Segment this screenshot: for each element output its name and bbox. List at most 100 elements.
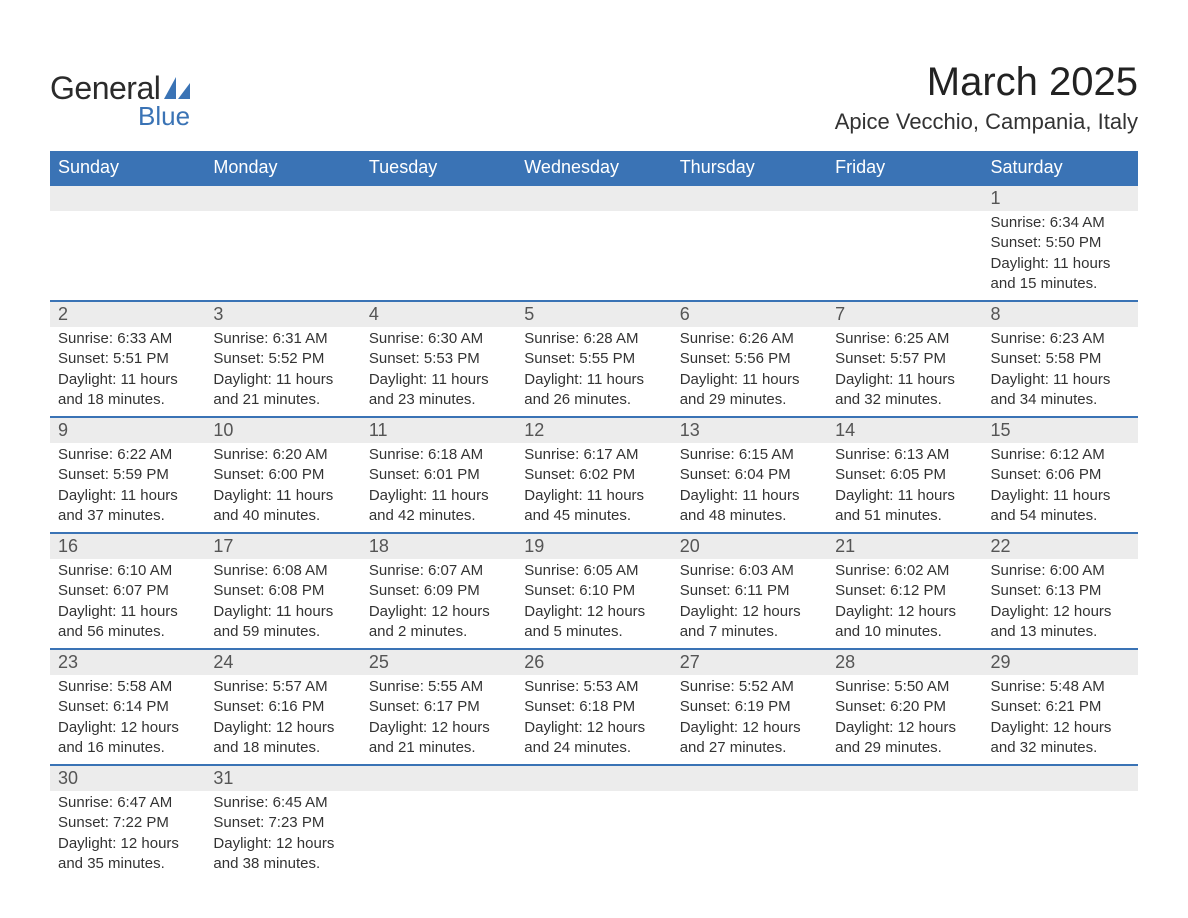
sunset-line: Sunset: 6:04 PM <box>680 465 819 485</box>
day-cell-detail: Sunrise: 6:20 AMSunset: 6:00 PMDaylight:… <box>205 443 360 533</box>
sunset-line: Sunset: 6:14 PM <box>58 697 197 717</box>
sunrise-line: Sunrise: 6:00 AM <box>991 561 1130 581</box>
daylight-line: Daylight: 11 hours and 32 minutes. <box>835 370 974 411</box>
sunrise-line: Sunrise: 5:52 AM <box>680 677 819 697</box>
sunrise-line: Sunrise: 6:23 AM <box>991 329 1130 349</box>
day-number: 14 <box>827 418 982 443</box>
sunrise-line: Sunrise: 6:05 AM <box>524 561 663 581</box>
daylight-line: Daylight: 12 hours and 13 minutes. <box>991 602 1130 643</box>
daylight-line: Daylight: 11 hours and 21 minutes. <box>213 370 352 411</box>
day-number: 27 <box>672 650 827 675</box>
daylight-line: Daylight: 12 hours and 38 minutes. <box>213 834 352 875</box>
weekday-header: Monday <box>205 151 360 185</box>
day-cell-detail: Sunrise: 6:25 AMSunset: 5:57 PMDaylight:… <box>827 327 982 417</box>
daynum-row: 9101112131415 <box>50 417 1138 443</box>
day-cell-detail: Sunrise: 6:12 AMSunset: 6:06 PMDaylight:… <box>983 443 1138 533</box>
day-cell-detail: Sunrise: 6:13 AMSunset: 6:05 PMDaylight:… <box>827 443 982 533</box>
day-cell-number: 16 <box>50 533 205 559</box>
weekday-header-row: Sunday Monday Tuesday Wednesday Thursday… <box>50 151 1138 185</box>
day-number: 25 <box>361 650 516 675</box>
day-number: 1 <box>983 186 1138 211</box>
sunset-line: Sunset: 5:53 PM <box>369 349 508 369</box>
title-block: March 2025 Apice Vecchio, Campania, Ital… <box>835 60 1138 135</box>
detail-row: Sunrise: 6:10 AMSunset: 6:07 PMDaylight:… <box>50 559 1138 649</box>
daylight-line: Daylight: 11 hours and 48 minutes. <box>680 486 819 527</box>
day-number: 12 <box>516 418 671 443</box>
day-number: 18 <box>361 534 516 559</box>
sunset-line: Sunset: 6:16 PM <box>213 697 352 717</box>
sunrise-line: Sunrise: 6:45 AM <box>213 793 352 813</box>
day-number: 26 <box>516 650 671 675</box>
day-cell-number: 13 <box>672 417 827 443</box>
day-cell-number <box>516 185 671 211</box>
sunrise-line: Sunrise: 6:10 AM <box>58 561 197 581</box>
day-cell-detail: Sunrise: 6:15 AMSunset: 6:04 PMDaylight:… <box>672 443 827 533</box>
day-cell-detail <box>672 791 827 880</box>
day-cell-number: 31 <box>205 765 360 791</box>
day-cell-detail: Sunrise: 5:53 AMSunset: 6:18 PMDaylight:… <box>516 675 671 765</box>
day-cell-number: 26 <box>516 649 671 675</box>
day-cell-detail <box>205 211 360 301</box>
day-cell-detail: Sunrise: 6:10 AMSunset: 6:07 PMDaylight:… <box>50 559 205 649</box>
day-cell-number: 12 <box>516 417 671 443</box>
day-cell-number: 9 <box>50 417 205 443</box>
sunset-line: Sunset: 6:19 PM <box>680 697 819 717</box>
day-cell-number: 19 <box>516 533 671 559</box>
day-number: 22 <box>983 534 1138 559</box>
day-cell-number <box>827 765 982 791</box>
daynum-row: 16171819202122 <box>50 533 1138 559</box>
weekday-header: Thursday <box>672 151 827 185</box>
day-cell-number: 28 <box>827 649 982 675</box>
day-number: 23 <box>50 650 205 675</box>
day-cell-detail: Sunrise: 6:33 AMSunset: 5:51 PMDaylight:… <box>50 327 205 417</box>
day-cell-detail: Sunrise: 5:57 AMSunset: 6:16 PMDaylight:… <box>205 675 360 765</box>
day-cell-number: 4 <box>361 301 516 327</box>
day-number: 4 <box>361 302 516 327</box>
day-cell-detail: Sunrise: 6:30 AMSunset: 5:53 PMDaylight:… <box>361 327 516 417</box>
sunset-line: Sunset: 5:57 PM <box>835 349 974 369</box>
day-number: 17 <box>205 534 360 559</box>
brand-word2: Blue <box>138 101 190 132</box>
detail-row: Sunrise: 6:33 AMSunset: 5:51 PMDaylight:… <box>50 327 1138 417</box>
day-cell-number <box>50 185 205 211</box>
daylight-line: Daylight: 12 hours and 5 minutes. <box>524 602 663 643</box>
sunset-line: Sunset: 5:56 PM <box>680 349 819 369</box>
daylight-line: Daylight: 12 hours and 32 minutes. <box>991 718 1130 759</box>
daylight-line: Daylight: 11 hours and 26 minutes. <box>524 370 663 411</box>
sunrise-line: Sunrise: 6:28 AM <box>524 329 663 349</box>
daylight-line: Daylight: 11 hours and 45 minutes. <box>524 486 663 527</box>
day-cell-number: 21 <box>827 533 982 559</box>
day-cell-detail: Sunrise: 5:50 AMSunset: 6:20 PMDaylight:… <box>827 675 982 765</box>
day-cell-number: 20 <box>672 533 827 559</box>
day-cell-detail: Sunrise: 6:07 AMSunset: 6:09 PMDaylight:… <box>361 559 516 649</box>
day-number: 10 <box>205 418 360 443</box>
sunset-line: Sunset: 5:55 PM <box>524 349 663 369</box>
sunset-line: Sunset: 6:09 PM <box>369 581 508 601</box>
day-cell-number: 5 <box>516 301 671 327</box>
day-cell-number: 7 <box>827 301 982 327</box>
sunset-line: Sunset: 6:10 PM <box>524 581 663 601</box>
day-cell-number <box>205 185 360 211</box>
day-number: 13 <box>672 418 827 443</box>
sunrise-line: Sunrise: 6:02 AM <box>835 561 974 581</box>
day-number: 31 <box>205 766 360 791</box>
day-cell-number <box>672 765 827 791</box>
day-number: 9 <box>50 418 205 443</box>
daylight-line: Daylight: 12 hours and 2 minutes. <box>369 602 508 643</box>
sunset-line: Sunset: 5:51 PM <box>58 349 197 369</box>
day-number: 28 <box>827 650 982 675</box>
day-cell-number <box>361 185 516 211</box>
day-cell-number <box>827 185 982 211</box>
day-cell-number: 2 <box>50 301 205 327</box>
day-cell-detail: Sunrise: 5:55 AMSunset: 6:17 PMDaylight:… <box>361 675 516 765</box>
day-cell-number: 30 <box>50 765 205 791</box>
daylight-line: Daylight: 11 hours and 40 minutes. <box>213 486 352 527</box>
daylight-line: Daylight: 11 hours and 59 minutes. <box>213 602 352 643</box>
day-cell-detail: Sunrise: 6:18 AMSunset: 6:01 PMDaylight:… <box>361 443 516 533</box>
day-cell-detail <box>827 211 982 301</box>
detail-row: Sunrise: 5:58 AMSunset: 6:14 PMDaylight:… <box>50 675 1138 765</box>
day-cell-number: 25 <box>361 649 516 675</box>
weekday-header: Wednesday <box>516 151 671 185</box>
sunset-line: Sunset: 6:17 PM <box>369 697 508 717</box>
sunrise-line: Sunrise: 6:07 AM <box>369 561 508 581</box>
